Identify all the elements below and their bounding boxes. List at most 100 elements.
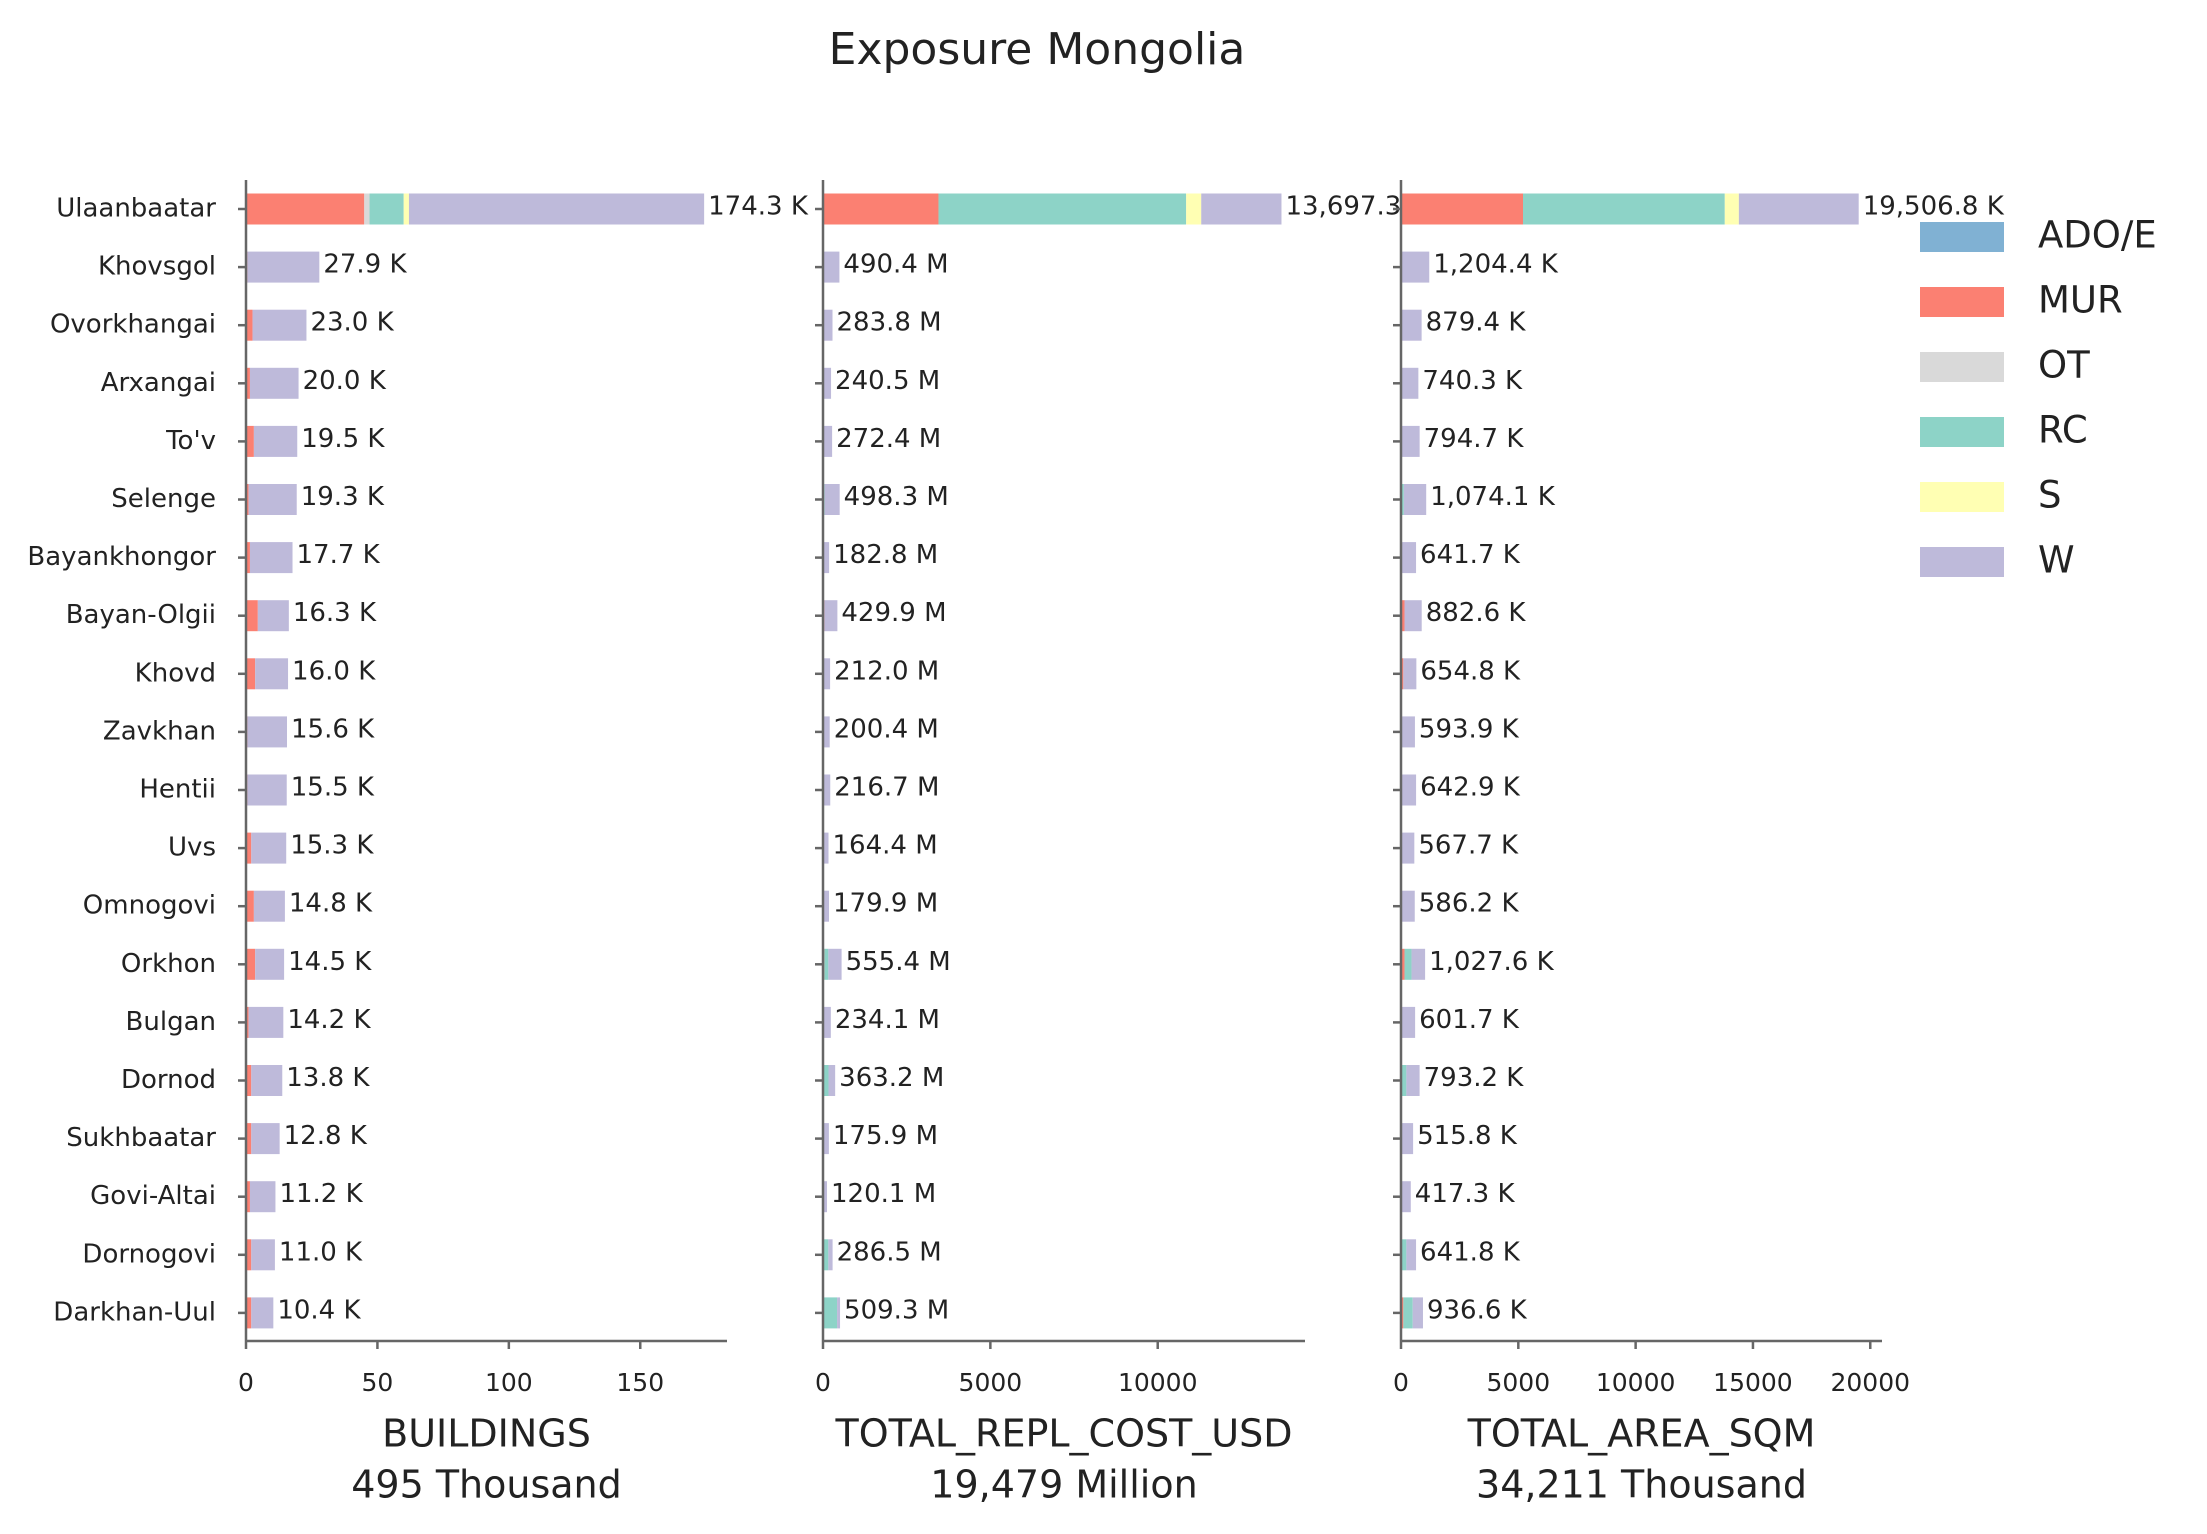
value-label: 417.3 K: [1415, 1179, 1516, 1209]
x-tick-label: 5000: [1487, 1368, 1551, 1397]
y-tick-label: Orkhon: [121, 949, 216, 979]
bar-segment: [823, 774, 831, 806]
value-label: 23.0 K: [310, 308, 394, 338]
bar-segment: [369, 193, 404, 225]
bar-segment: [823, 658, 831, 690]
bar-segment: [257, 600, 289, 632]
value-label: 212.0 M: [834, 656, 939, 686]
bar-segment: [248, 1006, 284, 1038]
legend-swatch: [1920, 417, 2004, 447]
legend-label: OT: [2038, 344, 2090, 387]
bar-segment: [1401, 251, 1430, 283]
bar-segment: [1738, 193, 1859, 225]
bar-segment: [823, 251, 840, 283]
value-label: 286.5 M: [837, 1237, 942, 1267]
value-label: 20.0 K: [303, 366, 387, 396]
value-label: 14.5 K: [288, 947, 372, 977]
y-tick-label: Bayan-Olgii: [66, 600, 216, 630]
x-axis-subtitle: 495 Thousand: [351, 1463, 622, 1507]
bar-segment: [246, 1297, 252, 1329]
legend-label: MUR: [2038, 279, 2123, 322]
legend-swatch: [1920, 352, 2004, 382]
bar-segment: [246, 1123, 252, 1155]
bar-segment: [246, 1065, 252, 1096]
bar-segment: [1403, 658, 1417, 690]
bar-segment: [251, 1239, 275, 1271]
value-label: 740.3 K: [1422, 366, 1523, 396]
legend-swatch: [1920, 287, 2004, 317]
bar-segment: [1401, 1123, 1414, 1155]
bar-segment: [1186, 193, 1202, 225]
y-tick-label: Govi-Altai: [90, 1181, 216, 1211]
bar-segment: [246, 890, 254, 922]
value-label: 567.7 K: [1418, 831, 1519, 861]
y-tick-label: Bulgan: [126, 1007, 216, 1037]
bar-segment: [823, 1006, 831, 1038]
value-label: 15.5 K: [291, 773, 375, 803]
bar-segment: [247, 716, 288, 748]
value-label: 19.3 K: [301, 482, 385, 512]
value-label: 11.2 K: [279, 1179, 363, 1209]
legend-label: W: [2038, 539, 2075, 582]
bar-segment: [251, 1123, 280, 1155]
legend-swatch: [1920, 222, 2004, 252]
bar-segment: [255, 948, 285, 980]
bar-segment: [823, 425, 833, 457]
x-axis-subtitle: 34,211 Thousand: [1476, 1463, 1807, 1507]
bar-segment: [403, 193, 409, 225]
bar-segment: [1401, 309, 1422, 341]
y-tick-label: Uvs: [168, 833, 216, 863]
bar-segment: [252, 309, 307, 341]
value-label: 27.9 K: [323, 250, 407, 280]
bar-segment: [1401, 948, 1405, 980]
y-tick-label: Sukhbaatar: [66, 1123, 216, 1153]
bar-segment: [1401, 1065, 1407, 1096]
bar-segment: [251, 1297, 274, 1329]
value-label: 15.6 K: [291, 714, 375, 744]
value-label: 200.4 M: [834, 714, 939, 744]
bar-segment: [246, 832, 252, 864]
bar-segment: [938, 193, 1187, 225]
value-label: 498.3 M: [844, 482, 949, 512]
chart-title: Exposure Mongolia: [829, 24, 1246, 75]
bar-segment: [251, 1065, 283, 1096]
x-tick-label: 20000: [1831, 1368, 1911, 1397]
value-label: 429.9 M: [841, 598, 946, 628]
legend-label: ADO/E: [2038, 214, 2157, 257]
value-label: 1,204.4 K: [1433, 250, 1559, 280]
bar-segment: [1401, 890, 1415, 922]
bar-segment: [1401, 774, 1417, 806]
bar-segment: [1401, 1239, 1407, 1271]
bar-segment: [823, 542, 830, 574]
y-tick-label: Omnogovi: [83, 891, 216, 921]
bar-segment: [249, 367, 299, 399]
bar-segment: [1401, 716, 1415, 748]
value-label: 793.2 K: [1424, 1063, 1525, 1093]
x-axis-label: TOTAL_REPL_COST_USD: [834, 1412, 1292, 1456]
value-label: 642.9 K: [1420, 773, 1521, 803]
bar-segment: [246, 1239, 252, 1271]
bar-segment: [828, 1239, 833, 1271]
bar-segment: [823, 1065, 829, 1096]
bar-segment: [249, 542, 293, 574]
value-label: 216.7 M: [834, 773, 939, 803]
value-label: 13.8 K: [286, 1063, 370, 1093]
x-axis-label: TOTAL_AREA_SQM: [1467, 1412, 1816, 1456]
value-label: 1,027.6 K: [1429, 947, 1555, 977]
value-label: 363.2 M: [839, 1063, 944, 1093]
value-label: 1,074.1 K: [1430, 482, 1556, 512]
value-label: 272.4 M: [836, 424, 941, 454]
x-tick-label: 10000: [1596, 1368, 1676, 1397]
bar-segment: [1404, 600, 1422, 632]
bar-segment: [1724, 193, 1739, 225]
x-tick-label: 100: [485, 1368, 533, 1397]
bar-segment: [1406, 1239, 1417, 1271]
y-tick-label: Khovsgol: [98, 252, 216, 282]
bar-segment: [823, 1123, 829, 1155]
bar-segment: [1401, 1006, 1416, 1038]
bar-segment: [823, 1239, 829, 1271]
y-tick-label: To'v: [165, 426, 216, 456]
value-label: 14.2 K: [287, 1005, 371, 1035]
value-label: 283.8 M: [836, 308, 941, 338]
